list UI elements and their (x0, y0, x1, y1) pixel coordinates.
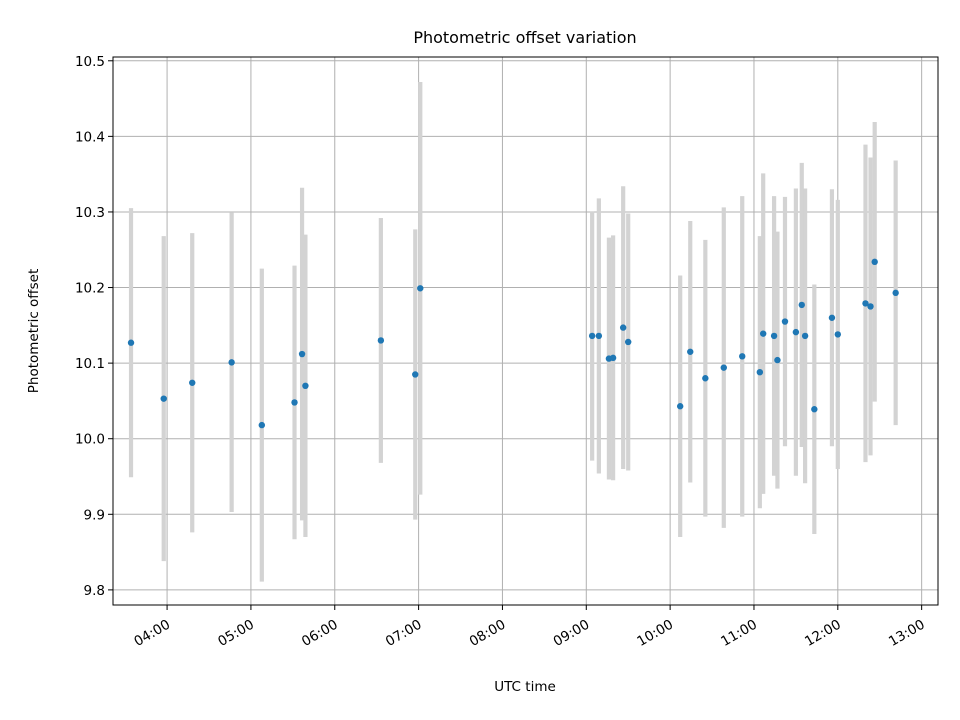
y-axis: 9.8 9.9 10.0 10.1 10.2 10.3 10.4 10.5 (75, 54, 113, 599)
y-tick-label: 10.0 (75, 432, 105, 448)
data-point (828, 314, 836, 321)
data-point (834, 331, 842, 338)
y-tick-label: 9.9 (84, 507, 105, 523)
point-layer (127, 258, 899, 429)
y-tick-label: 10.4 (75, 129, 105, 145)
data-point (811, 406, 818, 413)
x-tick-label: 07:00 (383, 617, 425, 650)
data-point (687, 348, 694, 355)
data-point (862, 300, 869, 307)
error-bar-layer (128, 81, 898, 582)
data-point (160, 395, 167, 402)
plot-frame (112, 56, 939, 606)
data-point (588, 332, 596, 340)
data-point (228, 359, 235, 366)
x-tick-label: 11:00 (718, 617, 760, 650)
x-tick-label: 06:00 (299, 617, 341, 650)
data-point (189, 379, 196, 386)
data-point (792, 328, 800, 336)
data-point (756, 368, 764, 376)
data-point (625, 338, 632, 346)
y-tick-label: 10.3 (75, 205, 105, 221)
data-point (798, 301, 805, 309)
data-point (291, 399, 298, 406)
x-tick-label: 05:00 (215, 617, 257, 650)
x-axis-label: UTC time (494, 679, 556, 695)
data-point (619, 324, 627, 331)
data-point (781, 318, 789, 325)
x-tick-label: 12:00 (802, 617, 844, 650)
data-point (739, 353, 746, 360)
data-point (258, 421, 266, 429)
x-tick-label: 08:00 (467, 617, 509, 650)
x-tick-label: 10:00 (634, 617, 676, 650)
y-tick-label: 9.8 (84, 583, 105, 599)
x-tick-label: 13:00 (886, 617, 928, 650)
data-point (298, 350, 306, 358)
data-point (417, 285, 424, 292)
data-point (871, 258, 878, 266)
data-point (595, 332, 603, 340)
chart-title: Photometric offset variation (413, 28, 636, 47)
data-point (801, 332, 809, 340)
x-tick-label: 04:00 (131, 617, 173, 650)
x-axis: 04:00 05:00 06:00 07:00 08:00 09:00 10:00 11:00… (131, 605, 928, 650)
data-point (702, 375, 709, 382)
data-point (892, 289, 899, 297)
data-point (302, 382, 309, 389)
y-tick-label: 10.5 (75, 54, 105, 70)
y-tick-label: 10.1 (75, 356, 105, 372)
data-point (759, 330, 767, 337)
data-point (770, 332, 778, 340)
data-point (609, 354, 617, 362)
y-tick-label: 10.2 (75, 281, 105, 297)
data-point (412, 371, 419, 378)
data-point (774, 356, 781, 364)
data-point (377, 337, 385, 344)
y-axis-label: Photometric offset (26, 269, 42, 393)
data-point (676, 403, 684, 410)
x-tick-label: 09:00 (551, 617, 593, 650)
data-point (720, 364, 727, 371)
data-point (127, 339, 135, 346)
data-point (867, 303, 874, 310)
